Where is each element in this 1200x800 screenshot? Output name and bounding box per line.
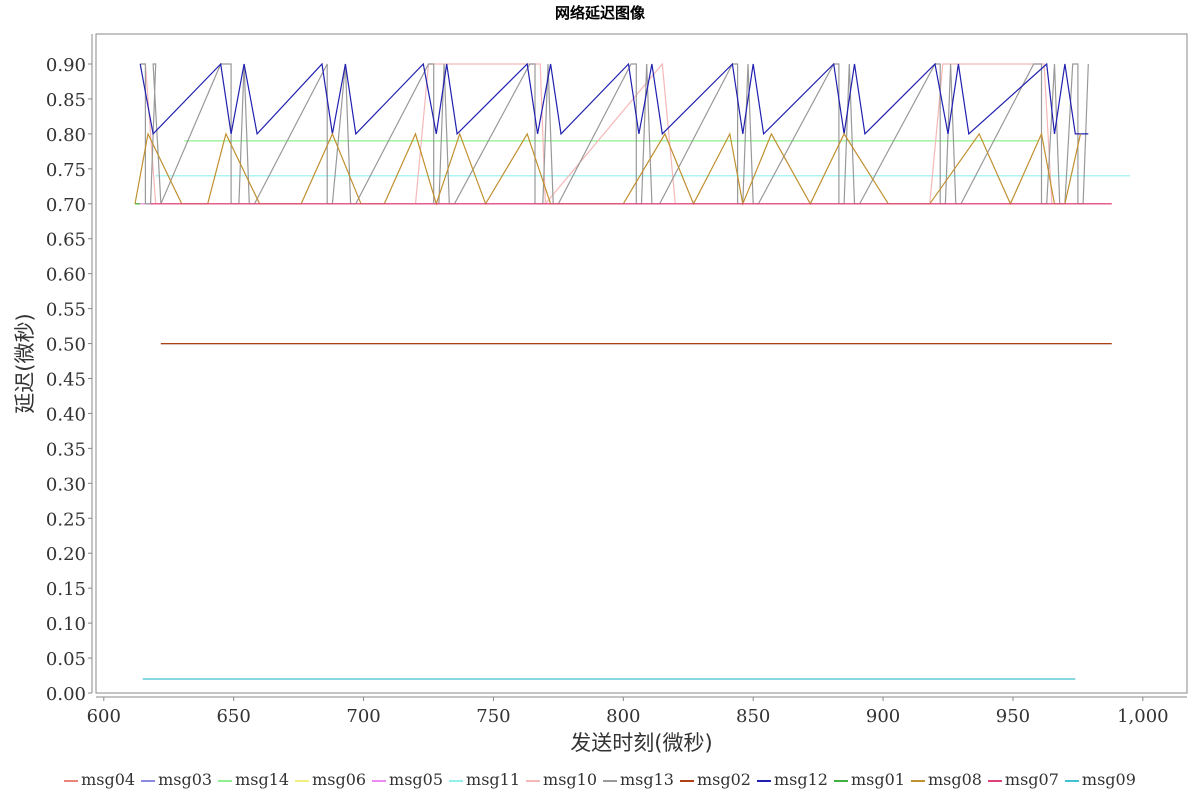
legend-label: msg02 (696, 770, 751, 789)
y-tick-label: 0.85 (46, 90, 86, 111)
y-axis-label: 延迟(微秒) (13, 313, 37, 413)
legend-item-msg11: msg11 (449, 770, 520, 789)
y-tick-label: 0.50 (46, 335, 86, 356)
legend-swatch (372, 779, 387, 782)
legend-swatch (141, 779, 156, 782)
legend-label: msg09 (1081, 770, 1136, 789)
legend-swatch (449, 779, 464, 782)
legend: msg04 msg03 msg14 msg06 msg05 msg11 msg10 msg13… (0, 770, 1200, 789)
y-tick-label: 0.40 (46, 404, 86, 425)
legend-label: msg01 (850, 770, 905, 789)
x-axis-label: 发送时刻(微秒) (570, 731, 712, 755)
legend-swatch (603, 779, 617, 782)
legend-item-msg07: msg07 (987, 770, 1059, 789)
y-tick-label: 0.35 (46, 439, 86, 460)
legend-item-msg12: msg12 (756, 770, 828, 789)
legend-swatch (833, 779, 848, 782)
legend-item-msg14: msg14 (218, 770, 289, 789)
y-tick-label: 0.10 (46, 614, 86, 635)
x-tick-label: 700 (346, 706, 380, 727)
legend-item-msg02: msg02 (679, 770, 751, 789)
y-tick-label: 0.45 (46, 370, 86, 391)
y-tick-label: 0.55 (46, 300, 86, 321)
y-tick-label: 0.60 (46, 265, 86, 286)
legend-swatch (679, 779, 694, 782)
y-tick-label: 0.90 (46, 55, 86, 76)
legend-label: msg04 (81, 770, 136, 789)
legend-label: msg03 (158, 770, 213, 789)
legend-swatch (756, 779, 771, 782)
legend-swatch (526, 779, 541, 782)
legend-swatch (987, 779, 1002, 782)
legend-item-msg05: msg05 (372, 770, 443, 789)
legend-item-msg01: msg01 (833, 770, 905, 789)
legend-label: msg08 (927, 770, 982, 789)
y-tick-label: 0.25 (46, 509, 86, 530)
x-tick-label: 1,000 (1117, 706, 1169, 727)
legend-label: msg14 (235, 770, 290, 789)
x-tick-label: 800 (606, 706, 640, 727)
y-tick-label: 0.75 (46, 160, 86, 181)
y-tick-label: 0.15 (46, 579, 86, 600)
y-tick-label: 0.80 (46, 125, 86, 146)
legend-label: msg10 (543, 770, 597, 789)
y-tick-label: 0.30 (46, 474, 86, 495)
x-tick-label: 750 (476, 706, 510, 727)
legend-item-msg03: msg03 (141, 770, 212, 789)
x-tick-label: 600 (87, 706, 121, 727)
y-tick-label: 0.65 (46, 230, 86, 251)
y-tick-label: 0.20 (46, 544, 86, 565)
y-tick-label: 0.70 (46, 195, 86, 216)
legend-label: msg07 (1004, 770, 1059, 789)
legend-label: msg13 (620, 770, 674, 789)
x-tick-label: 950 (996, 706, 1030, 727)
legend-item-msg06: msg06 (295, 770, 366, 789)
series-line-msg12 (139, 62, 1089, 136)
legend-swatch (218, 779, 233, 782)
legend-swatch (295, 779, 310, 782)
legend-swatch (910, 779, 925, 782)
x-tick-label: 850 (736, 706, 770, 727)
legend-swatch (64, 779, 79, 782)
legend-item-msg10: msg10 (526, 770, 597, 789)
plot-area (95, 33, 1188, 694)
legend-item-msg13: msg13 (603, 770, 674, 789)
legend-item-msg08: msg08 (910, 770, 982, 789)
legend-item-msg04: msg04 (64, 770, 135, 789)
y-tick-label: 0.05 (46, 649, 86, 670)
legend-item-msg09: msg09 (1064, 770, 1136, 789)
legend-label: msg05 (389, 770, 444, 789)
legend-label: msg11 (466, 770, 521, 789)
x-tick-label: 900 (866, 706, 900, 727)
y-tick-label: 0.00 (46, 684, 86, 705)
x-tick-label: 650 (216, 706, 250, 727)
chart-title: 网络延迟图像 (554, 4, 645, 22)
legend-swatch (1064, 779, 1079, 782)
legend-label: msg06 (312, 770, 367, 789)
legend-label: msg12 (773, 770, 828, 789)
